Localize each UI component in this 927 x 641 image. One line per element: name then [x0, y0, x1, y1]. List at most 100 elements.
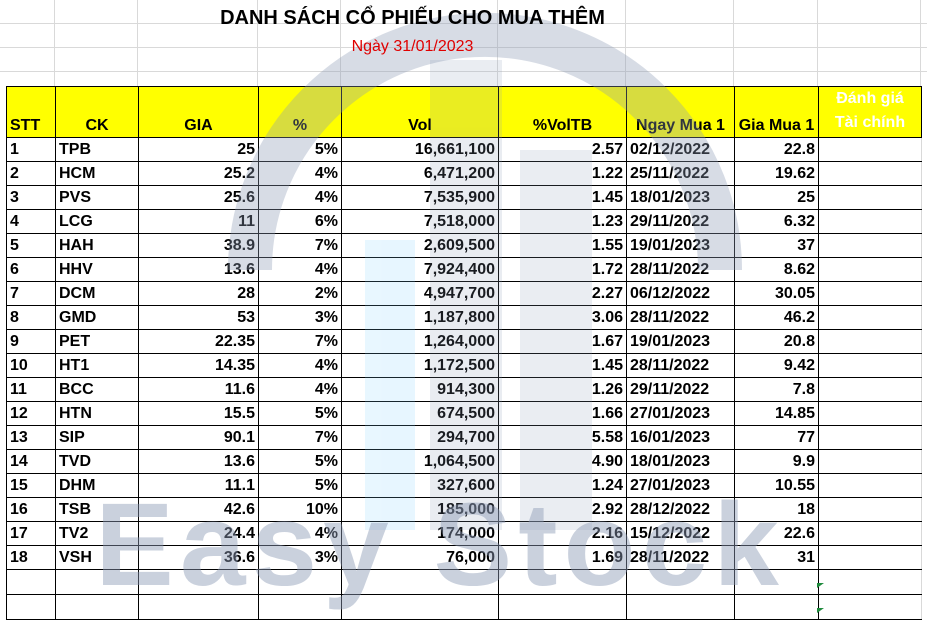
empty-cell[interactable]: [341, 569, 499, 595]
cell-stt[interactable]: 14: [6, 449, 56, 474]
empty-cell[interactable]: [341, 594, 499, 620]
cell-ngay-mua-1[interactable]: 28/12/2022: [626, 497, 735, 522]
empty-cell[interactable]: [6, 594, 56, 620]
empty-cell[interactable]: [258, 569, 342, 595]
cell-danh-gia-tai-chinh[interactable]: [818, 449, 922, 474]
cell-voltb[interactable]: 1.72: [498, 257, 627, 282]
cell-percent[interactable]: 4%: [258, 377, 342, 402]
cell-ngay-mua-1[interactable]: 19/01/2023: [626, 329, 735, 354]
cell-vol[interactable]: 185,000: [341, 497, 499, 522]
cell-gia[interactable]: 28: [138, 281, 259, 306]
cell-stt[interactable]: 1: [6, 137, 56, 162]
cell-percent[interactable]: 7%: [258, 425, 342, 450]
cell-gia-mua-1[interactable]: 20.8: [734, 329, 819, 354]
cell-ck[interactable]: VSH: [55, 545, 139, 570]
cell-ngay-mua-1[interactable]: 28/11/2022: [626, 305, 735, 330]
cell-stt[interactable]: 18: [6, 545, 56, 570]
cell-gia[interactable]: 25.6: [138, 185, 259, 210]
cell-gia-mua-1[interactable]: 37: [734, 233, 819, 258]
cell-danh-gia-tai-chinh[interactable]: [818, 185, 922, 210]
cell-percent[interactable]: 4%: [258, 521, 342, 546]
cell-vol[interactable]: 7,535,900: [341, 185, 499, 210]
cell-voltb[interactable]: 2.57: [498, 137, 627, 162]
cell-gia[interactable]: 22.35: [138, 329, 259, 354]
cell-ck[interactable]: DHM: [55, 473, 139, 498]
cell-voltb[interactable]: 1.23: [498, 209, 627, 234]
cell-percent[interactable]: 6%: [258, 209, 342, 234]
cell-voltb[interactable]: 5.58: [498, 425, 627, 450]
cell-ck[interactable]: HTN: [55, 401, 139, 426]
cell-gia-mua-1[interactable]: 22.6: [734, 521, 819, 546]
cell-danh-gia-tai-chinh[interactable]: [818, 521, 922, 546]
cell-ck[interactable]: LCG: [55, 209, 139, 234]
cell-ngay-mua-1[interactable]: 19/01/2023: [626, 233, 735, 258]
cell-voltb[interactable]: 1.66: [498, 401, 627, 426]
empty-cell[interactable]: [138, 594, 259, 620]
cell-percent[interactable]: 5%: [258, 473, 342, 498]
cell-voltb[interactable]: 3.06: [498, 305, 627, 330]
cell-danh-gia-tai-chinh[interactable]: [818, 305, 922, 330]
cell-percent[interactable]: 4%: [258, 161, 342, 186]
cell-percent[interactable]: 4%: [258, 353, 342, 378]
cell-gia-mua-1[interactable]: 19.62: [734, 161, 819, 186]
cell-stt[interactable]: 6: [6, 257, 56, 282]
cell-gia-mua-1[interactable]: 46.2: [734, 305, 819, 330]
cell-ngay-mua-1[interactable]: 28/11/2022: [626, 545, 735, 570]
cell-gia[interactable]: 11: [138, 209, 259, 234]
cell-percent[interactable]: 10%: [258, 497, 342, 522]
cell-ck[interactable]: TVD: [55, 449, 139, 474]
cell-stt[interactable]: 2: [6, 161, 56, 186]
cell-ck[interactable]: PVS: [55, 185, 139, 210]
cell-gia[interactable]: 14.35: [138, 353, 259, 378]
cell-ngay-mua-1[interactable]: 02/12/2022: [626, 137, 735, 162]
cell-gia[interactable]: 15.5: [138, 401, 259, 426]
cell-voltb[interactable]: 1.55: [498, 233, 627, 258]
cell-vol[interactable]: 1,064,500: [341, 449, 499, 474]
cell-stt[interactable]: 11: [6, 377, 56, 402]
empty-cell[interactable]: [55, 569, 139, 595]
cell-percent[interactable]: 7%: [258, 233, 342, 258]
cell-stt[interactable]: 17: [6, 521, 56, 546]
cell-ngay-mua-1[interactable]: 28/11/2022: [626, 257, 735, 282]
cell-vol[interactable]: 7,518,000: [341, 209, 499, 234]
cell-ngay-mua-1[interactable]: 06/12/2022: [626, 281, 735, 306]
cell-voltb[interactable]: 1.69: [498, 545, 627, 570]
cell-gia[interactable]: 38.9: [138, 233, 259, 258]
cell-ngay-mua-1[interactable]: 18/01/2023: [626, 449, 735, 474]
cell-voltb[interactable]: 4.90: [498, 449, 627, 474]
cell-vol[interactable]: 674,500: [341, 401, 499, 426]
empty-cell[interactable]: [734, 594, 819, 620]
cell-stt[interactable]: 8: [6, 305, 56, 330]
empty-cell[interactable]: [6, 569, 56, 595]
cell-gia-mua-1[interactable]: 10.55: [734, 473, 819, 498]
cell-gia-mua-1[interactable]: 25: [734, 185, 819, 210]
cell-vol[interactable]: 327,600: [341, 473, 499, 498]
cell-ngay-mua-1[interactable]: 29/11/2022: [626, 377, 735, 402]
col-header-ngay-mua-1[interactable]: Ngay Mua 1: [626, 86, 735, 138]
cell-stt[interactable]: 10: [6, 353, 56, 378]
cell-vol[interactable]: 1,187,800: [341, 305, 499, 330]
cell-ck[interactable]: TSB: [55, 497, 139, 522]
cell-voltb[interactable]: 1.22: [498, 161, 627, 186]
cell-vol[interactable]: 16,661,100: [341, 137, 499, 162]
cell-ngay-mua-1[interactable]: 29/11/2022: [626, 209, 735, 234]
cell-gia[interactable]: 24.4: [138, 521, 259, 546]
cell-stt[interactable]: 9: [6, 329, 56, 354]
cell-danh-gia-tai-chinh[interactable]: [818, 497, 922, 522]
cell-danh-gia-tai-chinh[interactable]: [818, 545, 922, 570]
cell-ck[interactable]: PET: [55, 329, 139, 354]
empty-cell[interactable]: [818, 594, 922, 620]
cell-ngay-mua-1[interactable]: 27/01/2023: [626, 473, 735, 498]
cell-gia-mua-1[interactable]: 9.9: [734, 449, 819, 474]
cell-stt[interactable]: 7: [6, 281, 56, 306]
cell-voltb[interactable]: 1.24: [498, 473, 627, 498]
empty-cell[interactable]: [626, 594, 735, 620]
cell-gia[interactable]: 11.6: [138, 377, 259, 402]
cell-ck[interactable]: TV2: [55, 521, 139, 546]
cell-danh-gia-tai-chinh[interactable]: [818, 209, 922, 234]
cell-stt[interactable]: 5: [6, 233, 56, 258]
col-header-stt[interactable]: STT: [6, 86, 56, 138]
cell-danh-gia-tai-chinh[interactable]: [818, 329, 922, 354]
empty-cell[interactable]: [626, 569, 735, 595]
col-header-danh-gia-tai-chinh[interactable]: Đánh giá Tài chính: [818, 86, 922, 138]
